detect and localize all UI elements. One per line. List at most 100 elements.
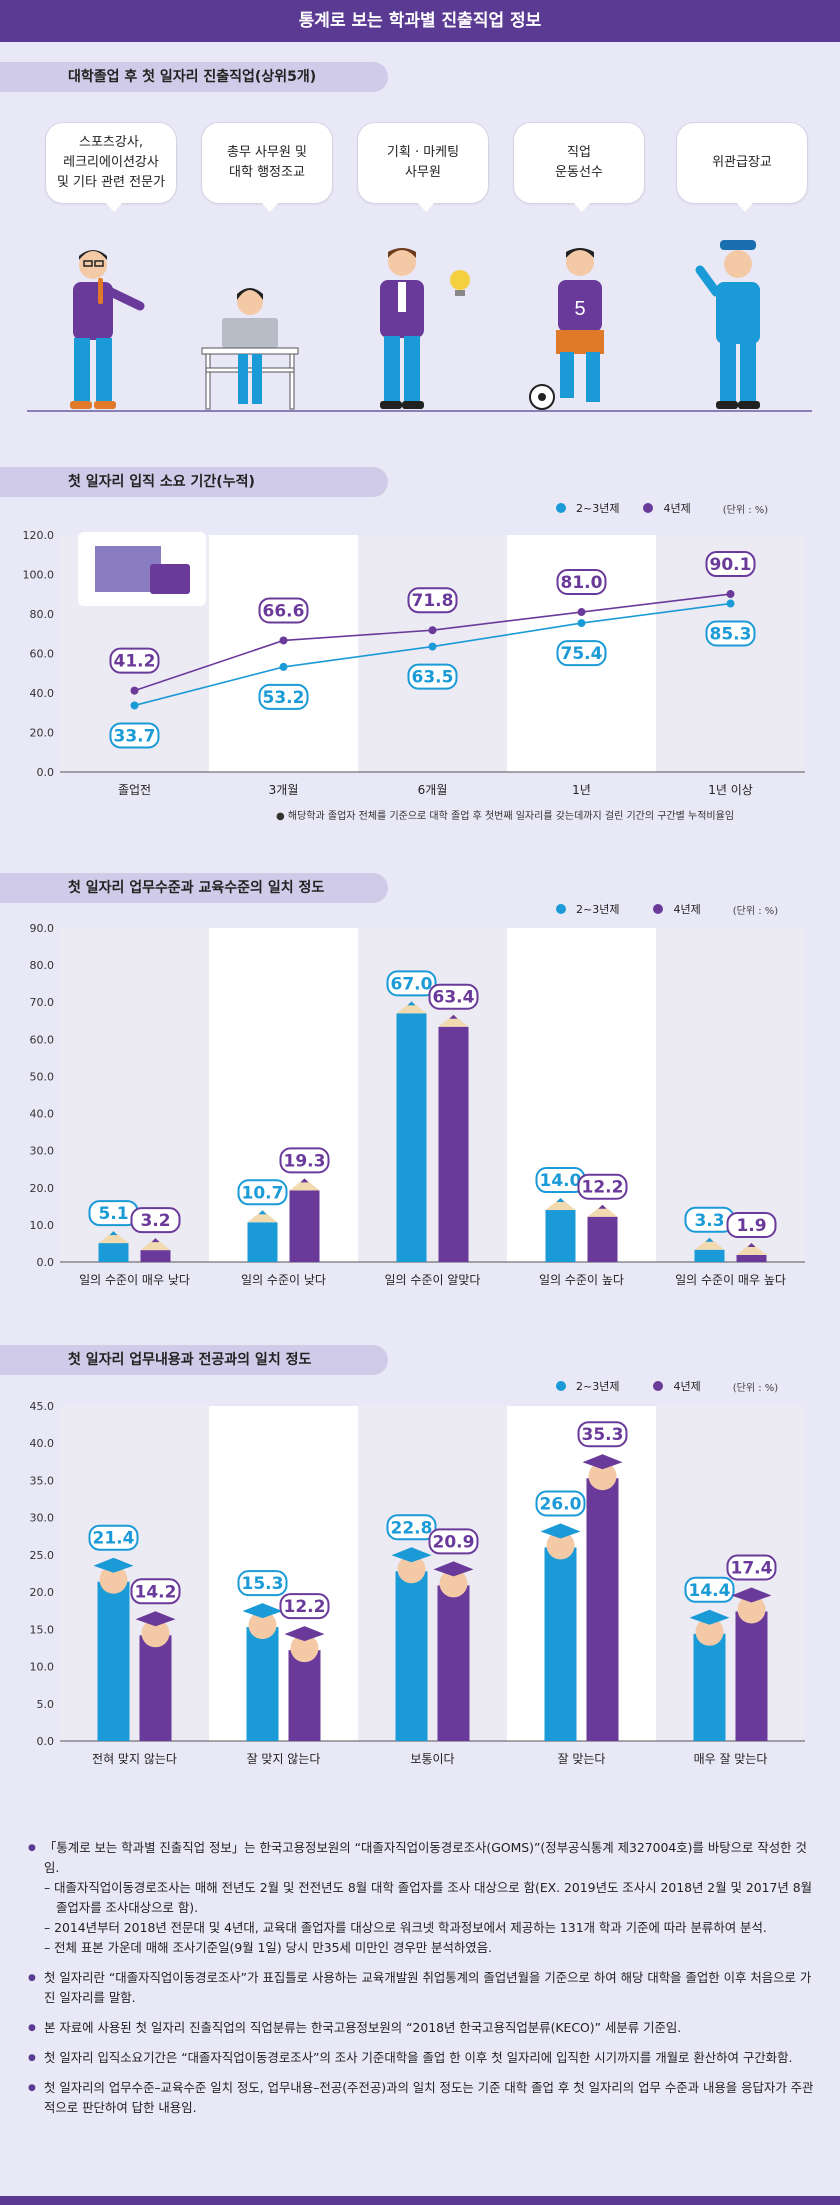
y-tick-label: 5.0 [37,1698,55,1711]
data-label-text: 90.1 [710,555,752,575]
data-label-box [705,620,756,647]
data-point [428,626,437,635]
bar-body [139,1635,172,1741]
y-tick-label: 0.0 [37,766,55,779]
data-label-box [684,1576,735,1603]
unit-label: (단위 : %) [732,1382,779,1394]
data-label: 17.4 [726,1554,777,1581]
data-label-text: 10.7 [242,1183,284,1203]
y-tick-label: 15.0 [30,1623,55,1636]
bar-body [140,1250,171,1262]
column-band [209,535,358,772]
data-label-box [109,722,160,749]
data-point [726,590,735,599]
note-item: 첫 일자리 입직소요기간은 “대졸자직업이동경로조사”의 조사 기준대학을 졸업… [28,2048,818,2068]
pencil-tip [545,1198,576,1211]
calendar-icon [78,532,206,606]
data-label-box [556,569,607,596]
page-title: 통계로 보는 학과별 진출직업 정보 [0,0,840,42]
data-label-text: 14.4 [689,1581,731,1601]
data-label-text: 5.1 [98,1204,128,1224]
y-tick-label: 40.0 [30,1108,55,1121]
note-item: 「통계로 보는 학과별 진출직업 정보」는 한국고용정보원의 “대졸자직업이동경… [28,1838,818,1958]
data-label-text: 15.3 [242,1574,284,1594]
data-label-box [130,1207,181,1234]
data-label-text: 12.2 [284,1597,326,1617]
column-band [209,928,358,1262]
data-label-box [577,1173,628,1200]
data-label-box [556,640,607,667]
data-point [130,686,139,695]
data-label-box [88,1524,139,1551]
bar-body [438,1026,469,1262]
graduation-cap [433,1561,474,1577]
office-clerk-figure [201,288,299,410]
legend-swatch-two-three [556,1381,566,1391]
bar-body [395,1571,428,1741]
data-label: 63.4 [428,983,479,1010]
data-label-text: 21.4 [93,1529,135,1549]
data-label-text: 26.0 [540,1494,582,1514]
column-band [358,1406,507,1741]
legend-swatch-four [653,1381,664,1391]
officer-figure [695,240,760,409]
legend-swatch-two-three [556,503,566,513]
pencil-point [300,1178,309,1183]
pencil-point [407,1001,416,1006]
job-bubble-3: 기획 · 마케팅 사무원 [357,122,489,212]
data-label-text: 67.0 [391,974,433,994]
x-tick-label: 보통이다 [410,1752,454,1766]
data-label-text: 75.4 [561,644,603,664]
data-label: 14.2 [130,1578,181,1605]
bar-body [693,1633,726,1741]
data-point [130,701,139,710]
data-point [726,599,735,608]
graduate-head [99,1565,128,1594]
data-label-text: 20.9 [433,1532,475,1552]
data-label-box [726,1211,777,1238]
chart3-legend: 2~3년제 4년제 (단위 : %) [556,1378,778,1394]
note-text: 「통계로 보는 학과별 진출직업 정보」는 한국고용정보원의 “대졸자직업이동경… [44,1840,807,1875]
data-label: 66.6 [258,597,309,624]
x-tick-label: 1년 이상 [708,783,753,797]
pencil-tip [736,1242,767,1255]
graduate-head [248,1611,277,1640]
graduation-cap [135,1611,176,1627]
data-label-text: 35.3 [582,1425,624,1445]
data-label: 19.3 [279,1147,330,1174]
column-band [656,928,805,1262]
data-label-box [279,1147,330,1174]
athlete-figure: 5 [529,248,604,410]
data-label: 22.8 [386,1514,437,1541]
bar-body [437,1585,470,1741]
x-tick-label: 일의 수준이 알맞다 [385,1273,481,1287]
bar-body [694,1249,725,1262]
data-label: 14.4 [684,1576,735,1603]
graduate-head [290,1634,319,1663]
note-subtext: – 대졸자직업이동경로조사는 매해 전년도 2월 및 전전년도 8월 대학 졸업… [44,1880,813,1915]
y-tick-label: 40.0 [30,687,55,700]
data-label-text: 3.3 [694,1211,724,1231]
bar [736,1242,767,1262]
data-label: 26.0 [535,1490,586,1517]
bar-body [247,1222,278,1262]
legend-label-two-three: 2~3년제 [576,1380,620,1393]
data-label-box [386,1514,437,1541]
jersey-number: 5 [574,298,585,320]
bottom-bar [0,2196,840,2205]
bar [545,1198,576,1262]
data-label: 63.5 [407,663,458,690]
data-label-box [428,1528,479,1555]
legend-label-two-three: 2~3년제 [576,502,620,515]
bar [98,1231,129,1262]
data-label-box [428,983,479,1010]
graduate-head [737,1595,766,1624]
bar [242,1603,283,1741]
data-label-box [407,663,458,690]
pencil-point [449,1014,458,1019]
note-subtext: – 2014년부터 2018년 전문대 및 4년대, 교육대 졸업자를 대상으로… [44,1920,767,1935]
pencil-tip [140,1238,171,1251]
data-label: 21.4 [88,1524,139,1551]
data-label-text: 71.8 [412,591,454,611]
data-label: 75.4 [556,640,607,667]
